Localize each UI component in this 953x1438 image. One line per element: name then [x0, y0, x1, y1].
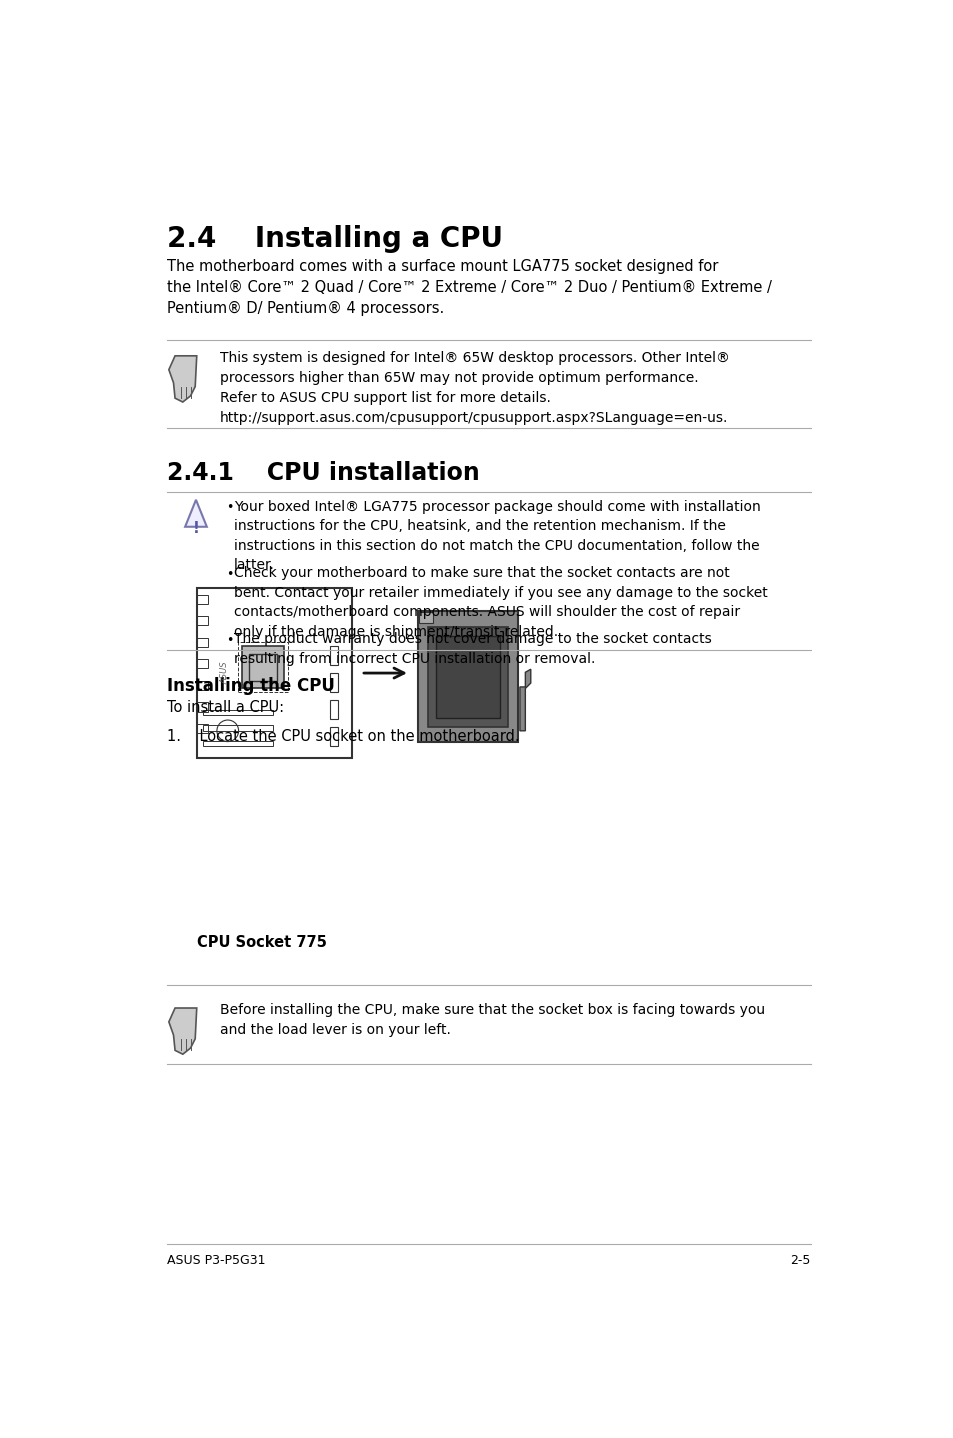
Text: Installing the CPU: Installing the CPU [167, 677, 335, 695]
Text: !: ! [193, 522, 199, 536]
Text: •: • [226, 502, 233, 515]
Polygon shape [185, 500, 207, 526]
Text: The product warranty does not cover damage to the socket contacts
resulting from: The product warranty does not cover dama… [233, 633, 711, 666]
Text: CPU Socket 775: CPU Socket 775 [196, 935, 326, 951]
Text: The motherboard comes with a surface mount LGA775 socket designed for
the Intel®: The motherboard comes with a surface mou… [167, 259, 771, 316]
FancyBboxPatch shape [417, 611, 517, 742]
Text: Before installing the CPU, make sure that the socket box is facing towards you
a: Before installing the CPU, make sure tha… [220, 1002, 764, 1037]
Text: Your boxed Intel® LGA775 processor package should come with installation
instruc: Your boxed Intel® LGA775 processor packa… [233, 500, 760, 572]
Text: This system is designed for Intel® 65W desktop processors. Other Intel®
processo: This system is designed for Intel® 65W d… [220, 351, 729, 426]
FancyBboxPatch shape [418, 613, 433, 623]
FancyBboxPatch shape [436, 636, 499, 718]
Text: 2-5: 2-5 [789, 1254, 810, 1267]
Text: ASUS P3-P5G31: ASUS P3-P5G31 [167, 1254, 266, 1267]
Polygon shape [169, 355, 196, 403]
Text: 2.4.1    CPU installation: 2.4.1 CPU installation [167, 462, 479, 485]
FancyBboxPatch shape [241, 646, 284, 689]
Polygon shape [519, 669, 530, 731]
Text: •: • [226, 568, 233, 581]
Text: Check your motherboard to make sure that the socket contacts are not
bent. Conta: Check your motherboard to make sure that… [233, 567, 767, 638]
Text: ASUS: ASUS [220, 661, 229, 684]
Text: 2.4    Installing a CPU: 2.4 Installing a CPU [167, 224, 503, 253]
Polygon shape [169, 1008, 196, 1054]
Text: To install a CPU:: To install a CPU: [167, 700, 284, 715]
Text: •: • [226, 634, 233, 647]
Text: 1.    Locate the CPU socket on the motherboard.: 1. Locate the CPU socket on the motherbo… [167, 729, 519, 743]
FancyBboxPatch shape [428, 627, 507, 728]
FancyArrowPatch shape [363, 669, 403, 679]
